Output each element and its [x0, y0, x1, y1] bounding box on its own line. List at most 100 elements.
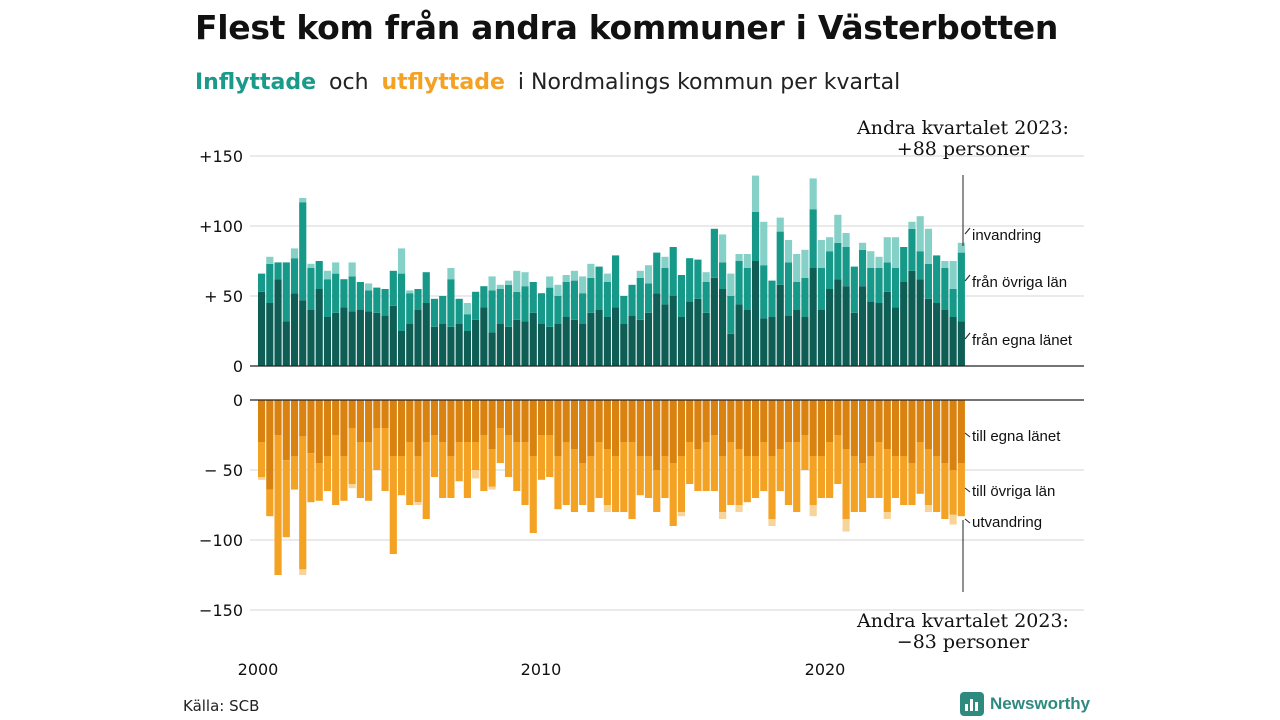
- bar-in-1: [644, 283, 653, 313]
- bar-out-1: [809, 456, 817, 505]
- legend-label-out: till övriga län: [972, 483, 1055, 500]
- bar-out-2: [414, 502, 422, 505]
- bar-in-1: [867, 268, 875, 302]
- bar-out-0: [299, 400, 307, 437]
- bar-in-0: [422, 303, 430, 366]
- bar-out-0: [694, 400, 702, 449]
- bar-in-1: [381, 289, 389, 316]
- bar-in-0: [924, 298, 933, 366]
- bar-in-2: [793, 254, 801, 282]
- bar-in-2: [266, 256, 274, 264]
- bar-in-0: [389, 305, 397, 366]
- bar-out-1: [751, 456, 760, 498]
- bar-in-2: [916, 216, 924, 252]
- y-tick-label: − 50: [204, 461, 243, 480]
- bar-in-1: [579, 293, 587, 324]
- brand-logo: Newsworthy: [960, 692, 1090, 716]
- bar-in-1: [348, 276, 356, 312]
- bar-in-1: [620, 296, 628, 324]
- bar-out-0: [365, 400, 373, 442]
- subtitle-inflyttade: Inflyttade: [195, 70, 317, 95]
- bar-out-1: [406, 442, 414, 505]
- bar-out-1: [784, 442, 793, 505]
- y-tick-label: 0: [233, 391, 243, 410]
- bar-in-2: [587, 263, 595, 278]
- bar-out-1: [587, 456, 595, 512]
- bar-out-0: [323, 400, 332, 456]
- bar-out-0: [900, 400, 908, 456]
- bar-in-1: [340, 279, 348, 308]
- bar-out-0: [554, 400, 562, 456]
- bar-in-0: [430, 326, 439, 366]
- bar-in-0: [817, 310, 825, 366]
- bar-in-0: [455, 324, 463, 366]
- bar-out-1: [579, 463, 587, 505]
- brand-name: Newsworthy: [990, 694, 1091, 713]
- bar-out-1: [529, 456, 537, 533]
- bar-in-1: [743, 268, 751, 310]
- bar-in-1: [332, 273, 340, 313]
- bar-in-1: [562, 282, 570, 317]
- bar-in-1: [924, 263, 933, 299]
- bar-in-0: [472, 319, 480, 366]
- bar-in-1: [406, 293, 414, 324]
- bar-in-1: [455, 298, 463, 324]
- bar-in-0: [340, 307, 348, 366]
- bar-in-2: [883, 237, 891, 263]
- bar-in-2: [546, 276, 554, 288]
- bar-in-2: [801, 249, 809, 278]
- bar-in-0: [266, 303, 274, 366]
- bar-in-0: [521, 321, 529, 366]
- bar-out-0: [455, 400, 463, 442]
- bar-out-0: [636, 400, 644, 456]
- bar-out-1: [332, 435, 340, 505]
- bar-in-2: [332, 262, 340, 274]
- bar-out-0: [850, 400, 858, 456]
- subtitle-och: och: [329, 70, 369, 95]
- bar-in-2: [941, 261, 949, 268]
- bar-out-2: [348, 484, 356, 489]
- bar-in-2: [875, 256, 883, 268]
- bar-out-1: [933, 456, 941, 512]
- bar-in-2: [776, 217, 784, 232]
- bar-in-1: [307, 268, 315, 310]
- bar-in-0: [447, 326, 455, 366]
- bar-in-0: [867, 301, 875, 366]
- bar-out-0: [743, 400, 751, 456]
- bar-out-2: [677, 512, 686, 517]
- bar-out-1: [373, 428, 381, 470]
- bar-out-0: [669, 400, 677, 463]
- bar-in-0: [562, 317, 570, 366]
- bar-in-1: [290, 258, 299, 294]
- bar-in-0: [768, 317, 776, 366]
- bar-out-1: [842, 449, 850, 519]
- bar-in-0: [323, 317, 332, 366]
- bar-out-1: [274, 435, 282, 575]
- bar-out-1: [472, 442, 480, 470]
- bar-out-1: [513, 442, 521, 491]
- bar-out-1: [365, 442, 373, 501]
- bar-in-1: [439, 296, 447, 324]
- bar-in-0: [710, 277, 718, 366]
- bar-in-2: [397, 248, 406, 274]
- subtitle-rest: i Nordmalings kommun per kvartal: [517, 70, 901, 95]
- bar-in-1: [628, 284, 636, 316]
- bar-in-0: [957, 321, 965, 366]
- bar-out-1: [488, 449, 496, 487]
- bar-in-1: [266, 263, 274, 303]
- subtitle-utflyttade: utflyttade: [381, 70, 505, 95]
- bar-in-0: [356, 310, 364, 366]
- bar-out-1: [793, 442, 801, 512]
- y-tick-label: + 50: [204, 287, 243, 306]
- bar-out-0: [406, 400, 414, 442]
- bar-in-0: [307, 310, 315, 366]
- bar-out-0: [414, 400, 422, 456]
- bar-in-0: [529, 312, 537, 366]
- bar-in-2: [817, 240, 825, 268]
- bar-out-0: [529, 400, 537, 456]
- bar-in-1: [587, 277, 595, 313]
- bar-in-1: [751, 212, 760, 261]
- bar-in-1: [908, 228, 916, 271]
- bar-in-2: [908, 221, 916, 229]
- bar-in-1: [570, 280, 579, 320]
